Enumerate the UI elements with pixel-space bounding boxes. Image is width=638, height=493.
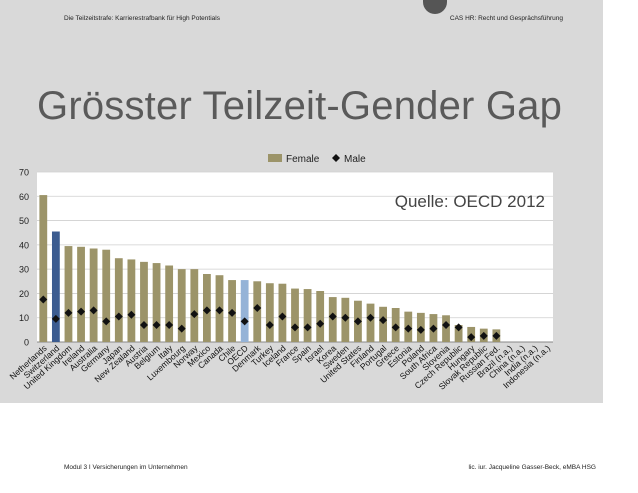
bar-female [140,261,148,342]
marker-male [51,314,60,323]
bar-female [39,195,48,342]
bar-female [454,325,463,342]
marker-male [39,295,48,304]
bar-female [89,248,98,342]
legend-label-female: Female [286,154,320,165]
bar-female [102,249,111,342]
footer-left-text: Modul 3 I Versicherungen im Unternehmen [64,464,188,471]
chart-legend: Female Male [268,154,366,165]
y-tick-label: 50 [19,216,29,226]
gender-gap-chart: 010203040506070NetherlandsSwitzerlandUni… [7,154,553,392]
marker-male [265,321,274,329]
marker-male [165,321,174,329]
bar-female [303,289,312,342]
legend-swatch-male [332,154,340,162]
header-right-text: CAS HR: Recht und Gesprächsführung [449,15,563,22]
bar-female [165,265,174,342]
legend-label-male: Male [344,154,366,165]
marker-male [202,306,211,315]
footer-right-text: lic. iur. Jacqueline Gasser-Beck, eMBA H… [468,464,596,471]
bar-female [177,269,186,342]
marker-male [114,312,123,321]
bar-female [114,258,123,342]
bar-female [240,280,249,342]
bar-female [64,246,73,342]
marker-male [366,313,375,322]
marker-male [492,331,501,340]
y-tick-label: 20 [19,289,29,299]
bar-female [379,306,387,342]
y-tick-label: 10 [19,313,29,323]
bar-female [152,263,161,342]
y-tick-label: 0 [24,338,29,348]
marker-male [278,312,287,321]
y-tick-label: 60 [19,192,29,202]
marker-male [177,324,186,333]
slide-background: Die Teilzeitstrafe: Karrierestrafbank fü… [0,0,603,403]
marker-male [379,316,388,325]
marker-male [467,333,476,342]
marker-male [77,307,86,316]
marker-male [316,319,325,328]
y-tick-label: 70 [19,168,29,178]
marker-male [429,324,438,333]
marker-male [353,317,362,326]
slide-title: Grösster Teilzeit-Gender Gap [37,84,563,128]
legend-swatch-female [268,154,282,162]
marker-male [240,317,249,326]
marker-male [64,308,73,317]
marker-male [215,306,224,315]
slide-tab-decoration [423,0,447,14]
marker-male [89,306,98,315]
y-tick-label: 40 [19,240,29,250]
marker-male [102,317,111,326]
header-left-text: Die Teilzeitstrafe: Karrierestrafbank fü… [64,15,220,22]
bar-female [77,246,85,342]
marker-male [442,321,451,329]
bar-female [51,231,60,342]
marker-male [479,331,488,340]
marker-male [303,323,312,332]
marker-male [127,310,136,319]
marker-male [190,310,199,319]
marker-male [404,324,413,333]
bar-female [291,288,299,342]
marker-male [253,304,262,312]
y-tick-label: 30 [19,265,29,275]
marker-male [152,321,161,329]
marker-male [228,308,237,317]
marker-male [341,313,350,322]
marker-male [454,323,463,332]
bar-female [366,303,375,342]
bar-female [127,259,136,342]
chart-annotation: Quelle: OECD 2012 [395,192,545,211]
bar-female [316,291,325,342]
marker-male [291,323,299,332]
marker-male [139,321,148,329]
bar-female [265,283,274,342]
marker-male [416,325,425,334]
marker-male [391,323,400,332]
marker-male [328,312,337,321]
bar-female [190,269,199,342]
